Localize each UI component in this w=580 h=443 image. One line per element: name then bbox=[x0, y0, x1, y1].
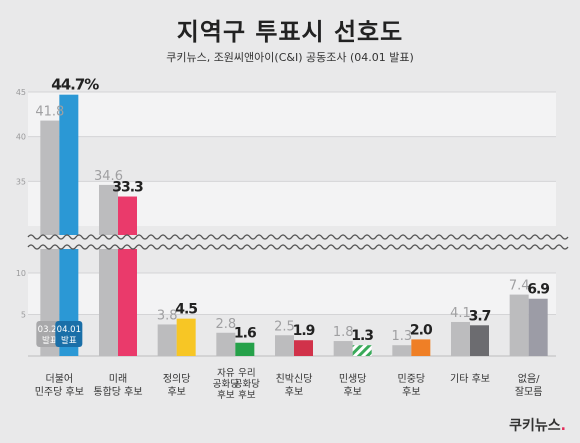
data-label-curr: 1.3 bbox=[351, 328, 373, 344]
bar-prev bbox=[216, 332, 236, 356]
bar-prev bbox=[451, 321, 470, 356]
x-tick-label: 잘모름 bbox=[515, 386, 543, 398]
data-label-curr: 33.3 bbox=[112, 180, 143, 196]
bar-curr bbox=[59, 94, 79, 357]
data-label-curr: 1.9 bbox=[293, 323, 315, 339]
bar-curr bbox=[470, 325, 489, 356]
y-tick-label: 5 bbox=[21, 311, 26, 320]
x-tick-label: 민중당 bbox=[398, 373, 426, 385]
legend-tag-curr-word: 발표 bbox=[61, 335, 77, 346]
data-label-curr: 6.9 bbox=[527, 282, 549, 298]
x-tick-label: 후보 bbox=[238, 390, 256, 401]
legend-tag-curr-date: 04.01 bbox=[57, 325, 81, 335]
y-tick-label: 35 bbox=[16, 177, 26, 186]
x-tick-label: 민주당 후보 bbox=[35, 386, 84, 398]
data-label-prev: 41.8 bbox=[35, 105, 64, 120]
x-tick-label: 기타 후보 bbox=[450, 373, 490, 385]
x-tick-label: 후보 bbox=[217, 390, 235, 401]
axis-break-line bbox=[27, 234, 569, 240]
x-tick-label: 우리 bbox=[238, 368, 255, 379]
bar-curr bbox=[294, 340, 313, 356]
bar-curr bbox=[176, 318, 196, 356]
data-label-prev: 34.6 bbox=[94, 169, 123, 184]
x-tick-label: 정의당 bbox=[163, 373, 191, 385]
data-label-prev: 2.5 bbox=[274, 319, 295, 334]
axis-break-line bbox=[27, 244, 569, 250]
bar-curr bbox=[411, 339, 431, 356]
data-label-prev: 7.4 bbox=[509, 279, 530, 294]
x-tick-label: 없음/ bbox=[518, 372, 540, 385]
chart-subtitle: 쿠키뉴스, 조원씨앤아이(C&I) 공동조사 (04.01 발표) bbox=[166, 51, 414, 64]
bar-curr bbox=[235, 342, 255, 356]
x-tick-label: 민생당 bbox=[339, 373, 367, 385]
data-label-prev: 3.8 bbox=[157, 308, 178, 323]
bar-prev bbox=[157, 324, 177, 356]
x-tick-label: 통합당 후보 bbox=[93, 386, 142, 398]
bar-prev bbox=[275, 335, 294, 356]
data-label-curr: 1.6 bbox=[234, 326, 256, 342]
y-tick-label: 40 bbox=[16, 133, 26, 142]
bar-prev bbox=[392, 345, 412, 356]
legend-tag-curr bbox=[55, 321, 83, 347]
data-label-curr: 3.7 bbox=[469, 308, 491, 324]
x-tick-label: 더불어 bbox=[46, 373, 74, 385]
x-tick-label: 공화당 bbox=[213, 379, 239, 390]
data-label-prev: 1.8 bbox=[333, 325, 354, 340]
data-label-curr: 44.7% bbox=[51, 76, 99, 94]
x-tick-label: 친박신당 bbox=[276, 373, 313, 385]
data-label-prev: 1.3 bbox=[391, 329, 412, 344]
x-tick-label: 후보 bbox=[343, 386, 361, 398]
bar-curr bbox=[352, 345, 372, 356]
x-tick-label: 후보 bbox=[285, 386, 303, 398]
data-label-prev: 2.8 bbox=[215, 317, 236, 332]
legend-tag-prev-word: 발표 bbox=[42, 335, 58, 346]
data-label-curr: 4.5 bbox=[175, 302, 197, 318]
y-tick-label: 45 bbox=[16, 88, 26, 97]
bar-curr bbox=[528, 298, 548, 356]
bar-curr bbox=[118, 196, 137, 356]
bar-prev bbox=[509, 294, 529, 356]
chart-title: 지역구 투표시 선호도 bbox=[176, 18, 404, 46]
legend-tag-prev-date: 03.26 bbox=[38, 325, 62, 335]
x-tick-label: 자유 bbox=[217, 368, 235, 379]
bar-prev bbox=[99, 184, 118, 356]
brand-name: 쿠키뉴스 bbox=[509, 418, 561, 434]
x-tick-label: 공화당 bbox=[234, 379, 260, 390]
y-tick-label: 10 bbox=[16, 269, 26, 278]
brand-logo: 쿠키뉴스. bbox=[509, 418, 566, 434]
x-tick-label: 후보 bbox=[402, 386, 420, 398]
bar-prev bbox=[333, 341, 353, 356]
data-label-prev: 4.1 bbox=[450, 306, 471, 321]
x-tick-label: 후보 bbox=[167, 386, 185, 398]
data-label-curr: 2.0 bbox=[410, 322, 433, 338]
x-tick-label: 미래 bbox=[109, 373, 127, 385]
grid-band bbox=[28, 92, 556, 137]
